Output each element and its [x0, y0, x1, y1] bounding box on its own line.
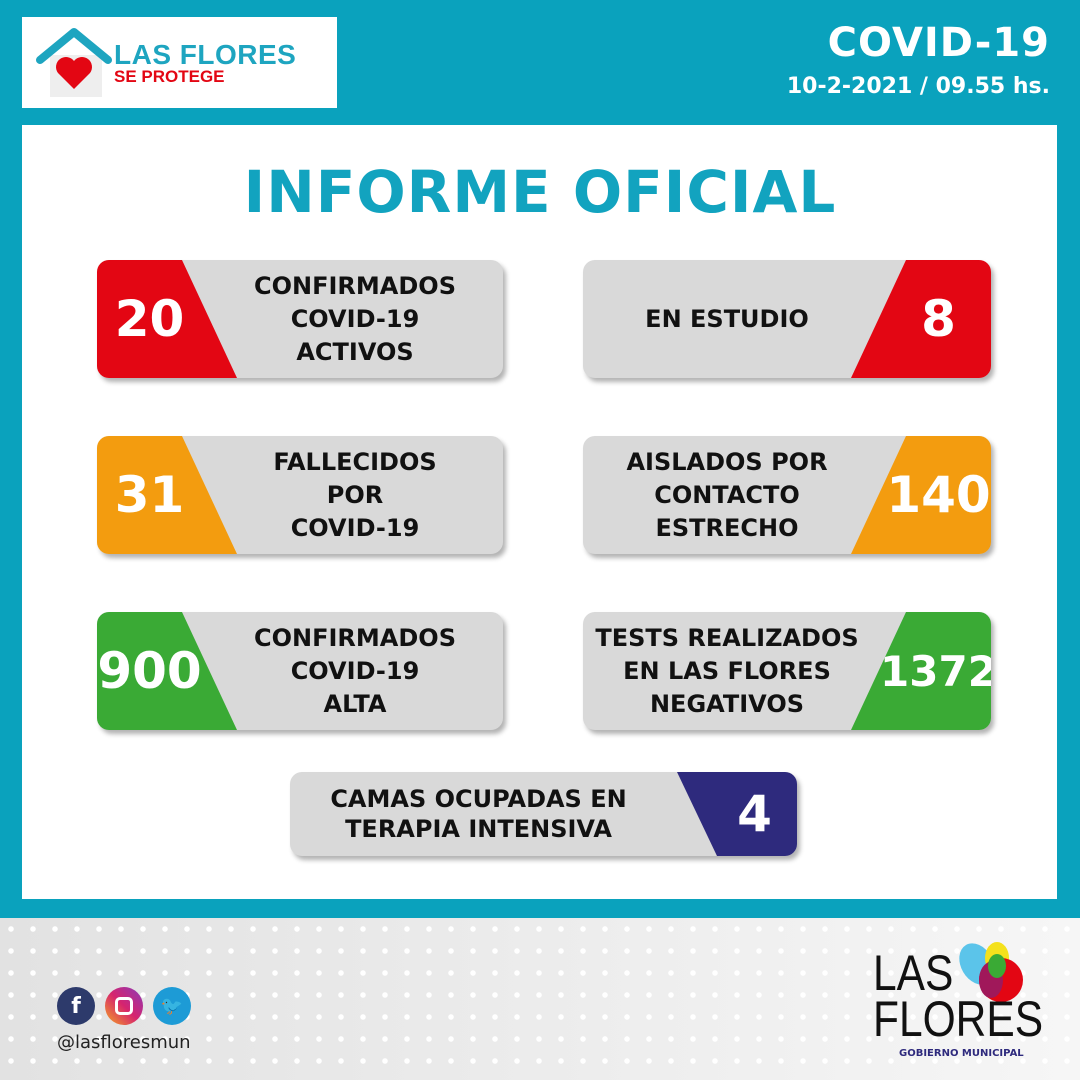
social-handle[interactable]: @lasfloresmun	[57, 1032, 191, 1053]
header-date: 10-2-2021 / 09.55 hs.	[786, 74, 1050, 99]
card-value: 4	[737, 785, 772, 843]
card-aislados: AISLADOS POR CONTACTO ESTRECHO 140	[583, 436, 991, 554]
logo-flores: FLORES	[873, 991, 1044, 1047]
instagram-icon[interactable]	[105, 987, 143, 1025]
card-label: FALLECIDOS POR COVID-19	[273, 447, 437, 542]
card-camas-uti: CAMAS OCUPADAS EN TERAPIA INTENSIVA 4	[290, 772, 797, 856]
card-label: CONFIRMADOS COVID-19 ALTA	[254, 623, 456, 718]
facebook-icon[interactable]: f	[57, 987, 95, 1025]
card-label: AISLADOS POR CONTACTO ESTRECHO	[626, 447, 828, 542]
las-flores-municipal-logo: LAS FLORES GOBIERNO MUNICIPAL	[873, 942, 1073, 1059]
card-label: TESTS REALIZADOS EN LAS FLORES NEGATIVOS	[595, 623, 859, 718]
house-heart-icon	[36, 28, 112, 97]
card-label: EN ESTUDIO	[645, 304, 809, 333]
card-value: 31	[114, 466, 185, 524]
logo-gobierno: GOBIERNO MUNICIPAL	[899, 1048, 1024, 1059]
page-title: INFORME OFICIAL	[243, 158, 837, 226]
card-fallecidos: 31 FALLECIDOS POR COVID-19	[97, 436, 503, 554]
logo-subtitle: SE PROTEGE	[114, 67, 225, 86]
flower-logo-icon	[959, 942, 1023, 1002]
card-value: 8	[921, 290, 956, 348]
card-en-estudio: EN ESTUDIO 8	[583, 260, 991, 378]
social-links: f 🐦	[57, 987, 191, 1025]
card-value: 900	[97, 642, 202, 700]
card-label: CAMAS OCUPADAS EN TERAPIA INTENSIVA	[330, 785, 627, 843]
card-label: CONFIRMADOS COVID-19 ACTIVOS	[254, 271, 456, 366]
card-alta: 900 CONFIRMADOS COVID-19 ALTA	[97, 612, 503, 730]
card-confirmados-activos: 20 CONFIRMADOS COVID-19 ACTIVOS	[97, 260, 503, 378]
card-tests-negativos: TESTS REALIZADOS EN LAS FLORES NEGATIVOS…	[583, 612, 991, 730]
card-value: 140	[886, 466, 991, 524]
logo-title: LAS FLORES	[114, 39, 297, 70]
card-value: 1372	[880, 646, 991, 696]
header-title: COVID-19	[827, 20, 1050, 66]
logo-las: LAS	[873, 945, 954, 1001]
twitter-icon[interactable]: 🐦	[153, 987, 191, 1025]
las-flores-se-protege-logo: LAS FLORES SE PROTEGE	[22, 17, 337, 108]
card-value: 20	[114, 290, 185, 348]
